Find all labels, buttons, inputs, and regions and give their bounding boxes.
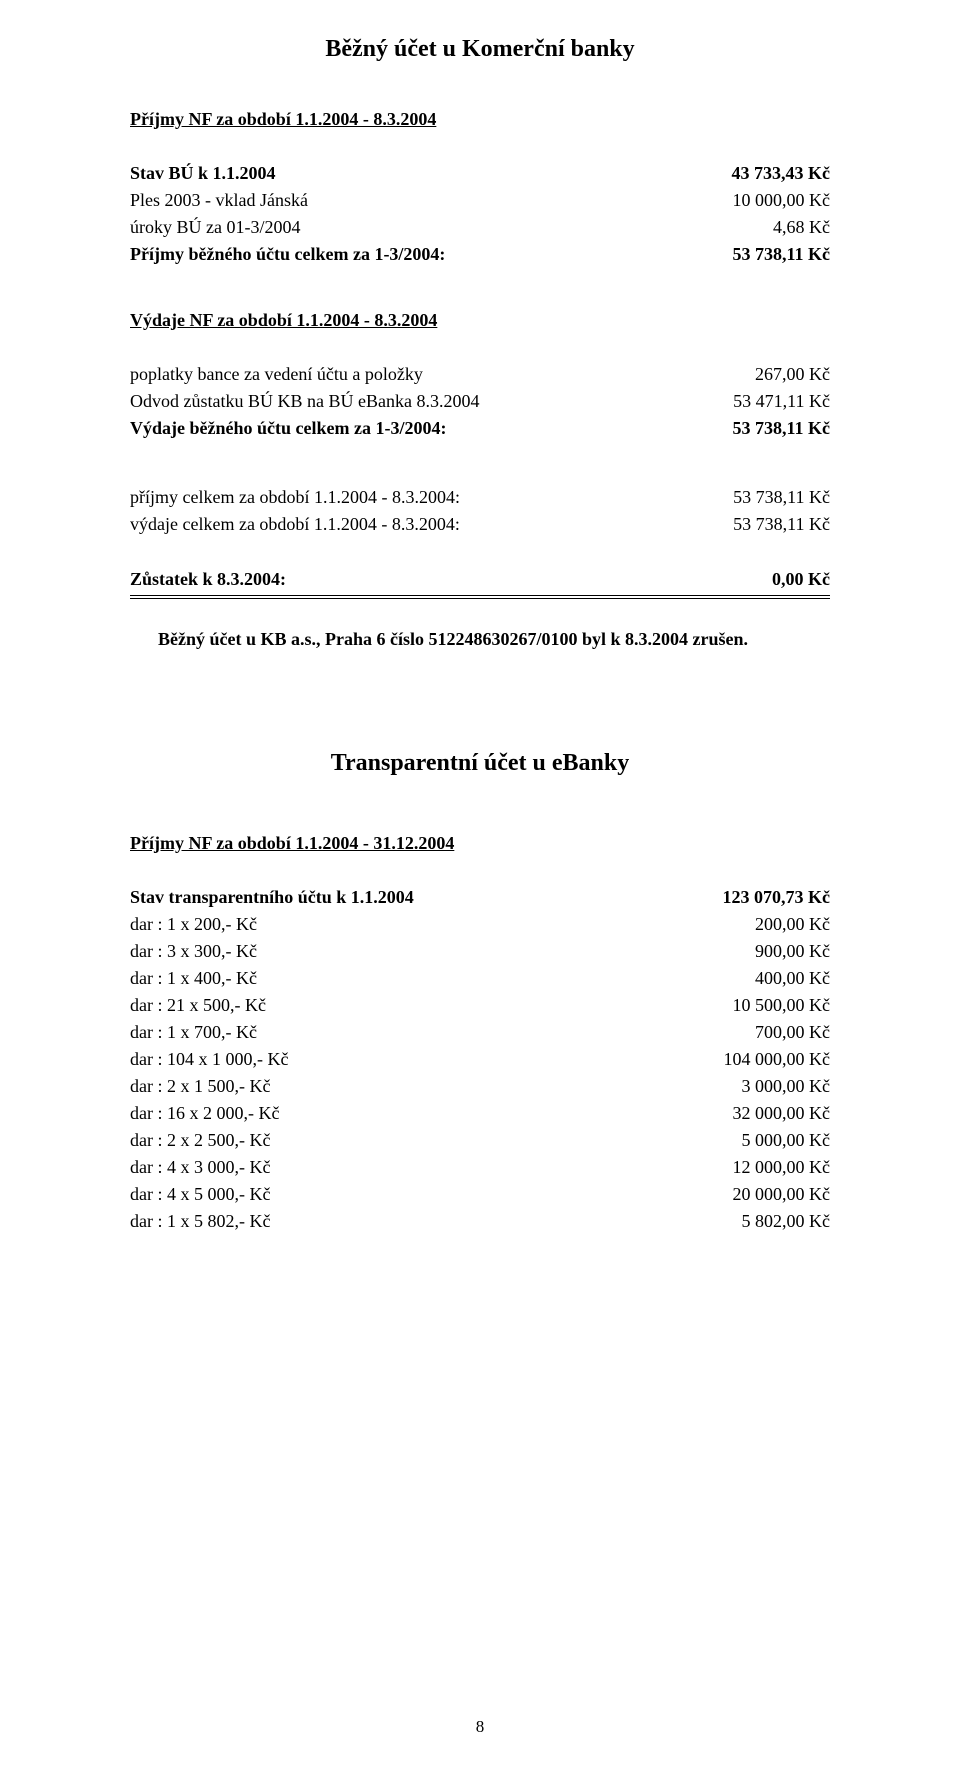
section1-income-heading: Příjmy NF za období 1.1.2004 - 8.3.2004 (130, 109, 830, 130)
row-label: dar : 4 x 5 000,- Kč (130, 1181, 270, 1208)
row-value: 53 471,11 Kč (733, 388, 830, 415)
table-row: dar : 4 x 3 000,- Kč 12 000,00 Kč (130, 1154, 830, 1181)
row-value: 123 070,73 Kč (723, 884, 831, 911)
row-label: dar : 104 x 1 000,- Kč (130, 1046, 288, 1073)
table-row: Příjmy běžného účtu celkem za 1-3/2004: … (130, 241, 830, 268)
row-label: dar : 4 x 3 000,- Kč (130, 1154, 270, 1181)
table-row: poplatky bance za vedení účtu a položky … (130, 361, 830, 388)
row-value: 12 000,00 Kč (733, 1154, 831, 1181)
row-label: dar : 3 x 300,- Kč (130, 938, 257, 965)
table-row: dar : 2 x 2 500,- Kč 5 000,00 Kč (130, 1127, 830, 1154)
table-row: Stav transparentního účtu k 1.1.2004 123… (130, 884, 830, 911)
table-row: dar : 1 x 5 802,- Kč 5 802,00 Kč (130, 1208, 830, 1235)
row-value: 5 000,00 Kč (742, 1127, 831, 1154)
row-value: 5 802,00 Kč (742, 1208, 831, 1235)
table-row: výdaje celkem za období 1.1.2004 - 8.3.2… (130, 511, 830, 538)
row-value: 10 500,00 Kč (733, 992, 831, 1019)
table-row: Odvod zůstatku BÚ KB na BÚ eBanka 8.3.20… (130, 388, 830, 415)
row-label: dar : 16 x 2 000,- Kč (130, 1100, 279, 1127)
row-label: dar : 2 x 1 500,- Kč (130, 1073, 270, 1100)
row-value: 53 738,11 Kč (733, 241, 831, 268)
row-value: 43 733,43 Kč (732, 160, 831, 187)
balance-double-rule (130, 595, 830, 599)
table-row: dar : 1 x 700,- Kč 700,00 Kč (130, 1019, 830, 1046)
row-value: 700,00 Kč (755, 1019, 830, 1046)
row-value: 53 738,11 Kč (733, 484, 830, 511)
row-value: 267,00 Kč (755, 361, 830, 388)
row-label: úroky BÚ za 01-3/2004 (130, 214, 300, 241)
row-value: 20 000,00 Kč (733, 1181, 831, 1208)
row-value: 400,00 Kč (755, 965, 830, 992)
table-row: Stav BÚ k 1.1.2004 43 733,43 Kč (130, 160, 830, 187)
row-label: dar : 1 x 200,- Kč (130, 911, 257, 938)
row-label: dar : 1 x 5 802,- Kč (130, 1208, 270, 1235)
section1-title: Běžný účet u Komerční banky (130, 36, 830, 63)
row-label: příjmy celkem za období 1.1.2004 - 8.3.2… (130, 484, 460, 511)
row-label: Odvod zůstatku BÚ KB na BÚ eBanka 8.3.20… (130, 388, 479, 415)
document-page: Běžný účet u Komerční banky Příjmy NF za… (0, 0, 960, 1765)
table-row: dar : 4 x 5 000,- Kč 20 000,00 Kč (130, 1181, 830, 1208)
table-row: úroky BÚ za 01-3/2004 4,68 Kč (130, 214, 830, 241)
row-value: 10 000,00 Kč (733, 187, 831, 214)
row-label: dar : 1 x 700,- Kč (130, 1019, 257, 1046)
section2-income-heading: Příjmy NF za období 1.1.2004 - 31.12.200… (130, 833, 830, 854)
table-row: Ples 2003 - vklad Jánská 10 000,00 Kč (130, 187, 830, 214)
row-value: 4,68 Kč (773, 214, 830, 241)
table-row: příjmy celkem za období 1.1.2004 - 8.3.2… (130, 484, 830, 511)
balance-label: Zůstatek k 8.3.2004: (130, 566, 286, 593)
row-label: Stav BÚ k 1.1.2004 (130, 160, 276, 187)
table-row: dar : 16 x 2 000,- Kč 32 000,00 Kč (130, 1100, 830, 1127)
row-value: 53 738,11 Kč (733, 511, 830, 538)
table-row: dar : 1 x 400,- Kč 400,00 Kč (130, 965, 830, 992)
table-row: dar : 2 x 1 500,- Kč 3 000,00 Kč (130, 1073, 830, 1100)
balance-value: 0,00 Kč (772, 566, 830, 593)
row-label: dar : 21 x 500,- Kč (130, 992, 266, 1019)
section1-expense-heading: Výdaje NF za období 1.1.2004 - 8.3.2004 (130, 310, 830, 331)
row-label: výdaje celkem za období 1.1.2004 - 8.3.2… (130, 511, 460, 538)
account-closed-notice: Běžný účet u KB a.s., Praha 6 číslo 5122… (130, 629, 830, 650)
row-label: Příjmy běžného účtu celkem za 1-3/2004: (130, 241, 445, 268)
row-value: 32 000,00 Kč (733, 1100, 831, 1127)
row-value: 900,00 Kč (755, 938, 830, 965)
row-value: 200,00 Kč (755, 911, 830, 938)
balance-row: Zůstatek k 8.3.2004: 0,00 Kč (130, 566, 830, 593)
table-row: dar : 3 x 300,- Kč 900,00 Kč (130, 938, 830, 965)
row-label: Výdaje běžného účtu celkem za 1-3/2004: (130, 415, 446, 442)
row-value: 104 000,00 Kč (724, 1046, 831, 1073)
table-row: dar : 1 x 200,- Kč 200,00 Kč (130, 911, 830, 938)
table-row: Výdaje běžného účtu celkem za 1-3/2004: … (130, 415, 830, 442)
table-row: dar : 104 x 1 000,- Kč 104 000,00 Kč (130, 1046, 830, 1073)
section2-title: Transparentní účet u eBanky (130, 750, 830, 777)
page-number: 8 (0, 1717, 960, 1737)
row-label: poplatky bance za vedení účtu a položky (130, 361, 423, 388)
row-label: Stav transparentního účtu k 1.1.2004 (130, 884, 414, 911)
row-value: 53 738,11 Kč (733, 415, 831, 442)
row-label: Ples 2003 - vklad Jánská (130, 187, 308, 214)
row-label: dar : 1 x 400,- Kč (130, 965, 257, 992)
row-value: 3 000,00 Kč (742, 1073, 831, 1100)
table-row: dar : 21 x 500,- Kč 10 500,00 Kč (130, 992, 830, 1019)
row-label: dar : 2 x 2 500,- Kč (130, 1127, 270, 1154)
